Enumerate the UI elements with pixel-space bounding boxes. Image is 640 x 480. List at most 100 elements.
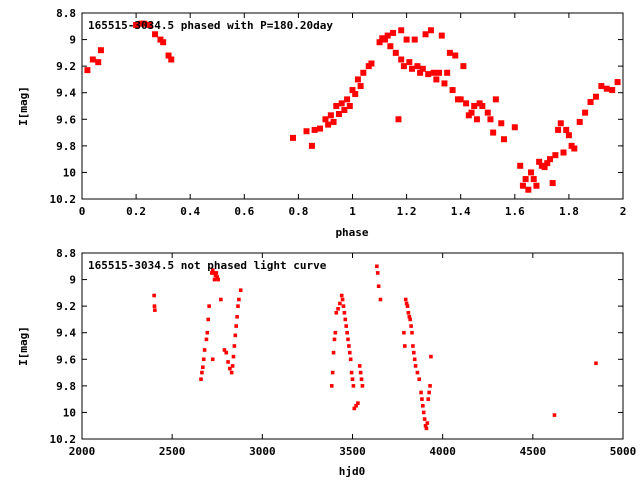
plot-phased: 0 0.2 0.4 0.6 0.8 1 1.2 1.4 1.6 1.8 2 8.8 9 9.2 9.4 9.… [17,7,626,239]
data-point [332,337,337,342]
data-point [530,176,537,183]
data-point [357,83,364,90]
data-point [347,344,351,348]
data-point [205,330,210,335]
x-tick-label: 1.6 [505,205,525,218]
x-tick-label: 2 [620,205,627,218]
data-point [233,333,238,338]
data-point [490,129,497,136]
data-point [492,96,499,103]
x-ticks: 0 0.2 0.4 0.6 0.8 1 1.2 1.4 1.6 1.8 2 [79,13,627,218]
data-point [224,350,229,355]
y-tick-label: 10.2 [50,433,77,446]
data-point [436,69,443,76]
data-point [424,426,429,431]
data-point [565,132,572,139]
data-point [592,93,599,100]
data-point [446,49,453,56]
data-point [421,410,426,415]
data-point [427,390,431,395]
data-point [289,134,296,141]
data-point [330,118,337,125]
data-point [555,126,562,133]
data-point [406,59,413,66]
data-point [232,344,237,348]
y-axis-label: I[mag] [17,86,30,126]
data-point [201,357,206,362]
data-point [430,69,437,76]
data-point [598,83,605,90]
data-point [484,109,491,116]
data-point [311,126,318,133]
data-point [210,357,215,362]
data-point [330,370,335,375]
plot-frame [81,252,624,440]
y-tick-label: 8.8 [56,247,76,260]
data-point [216,277,220,282]
data-point [308,142,315,149]
data-point [335,110,342,117]
data-point [97,47,104,54]
data-point [357,364,362,368]
data-point [153,308,157,312]
data-point [351,384,356,388]
data-point [214,271,219,275]
y-ticks: 8.8 9 9.2 9.4 9.6 9.8 10 10.2 [50,7,623,206]
y-tick-label: 10.2 [50,193,77,206]
data-point [334,310,339,315]
data-point [226,360,230,364]
data-point [419,390,423,395]
plot-title: 165515-3034.5 phased with P=180.20day [88,19,333,32]
data-point [206,317,211,322]
x-tick-label: 4000 [429,445,456,458]
x-tick-label: 3000 [249,445,276,458]
data-point [322,116,329,123]
data-point [202,348,207,352]
data-point [152,304,157,308]
data-point [411,344,415,348]
data-point [412,357,417,362]
data-point [303,128,310,135]
data-point [594,361,598,366]
data-point [345,330,349,335]
data-point [500,136,507,143]
data-point [146,21,153,28]
data-point [229,370,234,375]
data-point [571,145,578,152]
data-point [329,384,334,388]
data-point [168,56,175,63]
data-point [325,121,332,128]
data-point [236,304,240,308]
data-point [421,403,425,408]
data-point [449,87,456,94]
x-tick-label: 1.2 [397,205,417,218]
data-point [358,370,363,375]
data-point [405,304,410,308]
data-point [89,56,96,63]
data-point [234,324,238,328]
x-tick-label: 0.4 [180,205,200,218]
data-point [333,330,338,335]
data-point [406,310,411,315]
data-point [402,330,406,335]
data-point [398,27,405,34]
data-point [390,29,397,36]
y-tick-label: 10 [63,166,76,179]
data-point [519,182,526,189]
data-point [528,169,535,176]
x-tick-label: 0.2 [126,205,146,218]
x-tick-label: 1.4 [451,205,471,218]
data-point [237,297,241,302]
x-axis-label: hjd0 [339,465,366,478]
data-point [338,100,345,107]
y-tick-label: 9.8 [56,380,76,393]
data-point [460,63,467,70]
data-point [199,377,203,382]
data-point [552,152,559,159]
data-point [425,71,432,78]
data-point [333,103,340,109]
data-point [339,293,344,298]
data-point [614,79,621,86]
data-point [359,377,364,382]
data-point [327,112,334,119]
